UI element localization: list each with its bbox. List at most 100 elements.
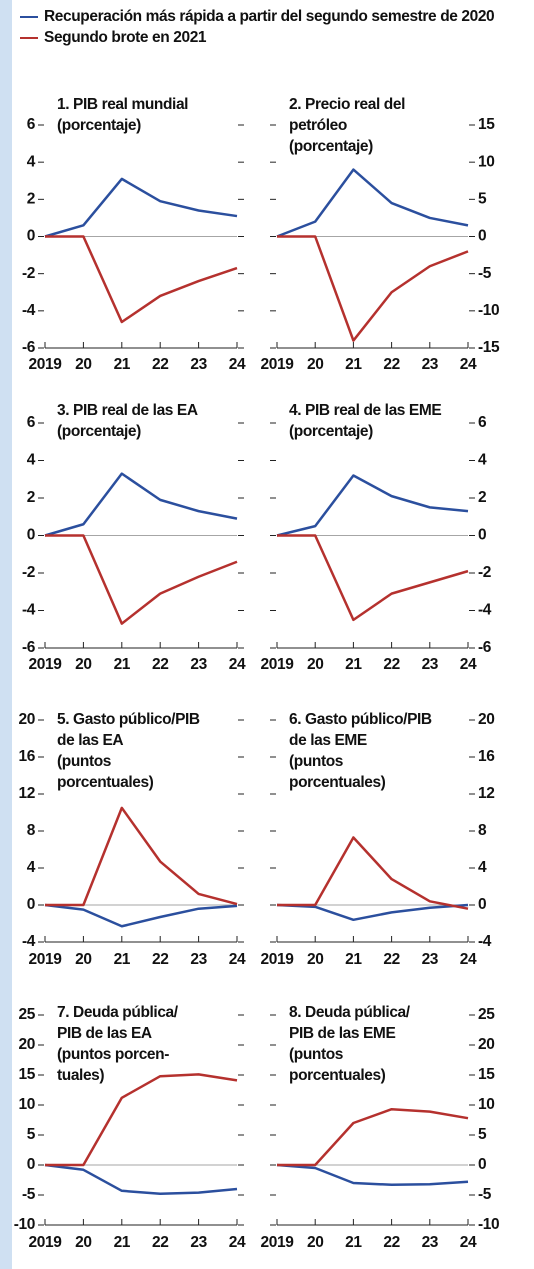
y-tick-label: -5 <box>478 265 492 282</box>
x-tick-label: 23 <box>190 1234 207 1251</box>
y-tick-label: 6 <box>27 116 36 133</box>
x-tick-label: 2019 <box>29 1234 63 1251</box>
y-tick-label: 5 <box>478 1126 487 1143</box>
y-tick-label: 20 <box>478 711 494 728</box>
y-tick-label: -6 <box>22 339 36 356</box>
x-tick-label: 24 <box>460 656 477 673</box>
x-tick-label: 21 <box>345 951 362 968</box>
chart-title: 3. PIB real de las EA <box>57 402 198 419</box>
x-tick-label: 20 <box>307 356 323 373</box>
y-tick-label: 20 <box>19 711 35 728</box>
y-tick-label: -5 <box>22 1186 36 1203</box>
series-line <box>276 474 469 537</box>
y-tick-label: -10 <box>478 1216 499 1233</box>
series-line <box>276 1163 469 1187</box>
legend: Recuperación más rápida a partir del seg… <box>20 6 530 48</box>
x-tick-label: 20 <box>75 656 91 673</box>
y-tick-label: -2 <box>22 564 35 581</box>
x-tick-label: 20 <box>75 356 91 373</box>
y-tick-label: 2 <box>27 190 35 207</box>
y-tick-label: -4 <box>478 933 492 950</box>
x-tick-label: 22 <box>152 1234 168 1251</box>
y-tick-label: 0 <box>27 228 35 245</box>
chart-title: 2. Precio real del <box>289 96 405 113</box>
x-tick-label: 21 <box>345 356 362 373</box>
chart-title: 6. Gasto público/PIB <box>289 711 432 728</box>
x-tick-label: 24 <box>229 356 246 373</box>
chart-title: (porcentaje) <box>289 423 373 440</box>
series-line <box>44 177 238 238</box>
y-tick-label: 16 <box>19 748 36 765</box>
y-tick-label: 5 <box>478 190 487 207</box>
y-tick-label: 0 <box>478 896 486 913</box>
legend-entry: Recuperación más rápida a partir del seg… <box>20 6 530 27</box>
y-tick-label: 16 <box>478 748 495 765</box>
y-tick-label: 15 <box>478 116 495 133</box>
y-tick-label: 0 <box>27 527 35 544</box>
side-strip <box>0 0 12 1269</box>
y-tick-label: -6 <box>478 639 492 656</box>
chart-title: 4. PIB real de las EME <box>289 402 441 419</box>
x-tick-label: 22 <box>383 951 399 968</box>
x-tick-label: 22 <box>152 356 168 373</box>
x-tick-label: 24 <box>460 356 477 373</box>
y-tick-label: -4 <box>478 602 492 619</box>
x-tick-label: 24 <box>460 951 477 968</box>
series-line <box>277 534 469 622</box>
y-tick-label: -6 <box>22 639 36 656</box>
y-tick-label: 25 <box>478 1006 495 1023</box>
x-tick-label: 21 <box>114 951 131 968</box>
legend-swatch <box>20 37 38 39</box>
y-tick-label: 2 <box>478 489 486 506</box>
chart-title: (porcentaje) <box>289 138 373 155</box>
x-tick-label: 2019 <box>261 951 295 968</box>
series-line <box>44 903 238 928</box>
series-line <box>45 534 238 625</box>
series-line <box>277 235 469 342</box>
x-tick-label: 21 <box>345 656 362 673</box>
x-tick-label: 23 <box>190 656 207 673</box>
chart-title: (puntos <box>289 1046 343 1063</box>
series-line <box>45 235 238 324</box>
y-tick-label: 12 <box>19 785 35 802</box>
y-tick-label: 4 <box>27 452 36 469</box>
x-tick-label: 20 <box>307 951 323 968</box>
y-tick-label: 5 <box>27 1126 36 1143</box>
y-tick-label: 4 <box>27 859 36 876</box>
x-tick-label: 22 <box>152 951 168 968</box>
chart-title: (puntos porcen- <box>57 1046 169 1063</box>
chart-title: 1. PIB real mundial <box>57 96 188 113</box>
chart-title: (puntos <box>289 753 343 770</box>
x-tick-label: 20 <box>75 1234 91 1251</box>
y-tick-label: 0 <box>478 1156 486 1173</box>
chart-title: (porcentaje) <box>57 423 141 440</box>
x-tick-label: 23 <box>422 1234 439 1251</box>
series-line <box>44 472 238 537</box>
y-tick-label: -10 <box>478 302 499 319</box>
x-tick-label: 22 <box>152 656 168 673</box>
y-tick-label: 4 <box>478 859 487 876</box>
chart-title: porcentuales) <box>289 774 386 791</box>
chart-title: porcentuales) <box>289 1067 386 1084</box>
x-tick-label: 22 <box>383 656 399 673</box>
x-tick-label: 20 <box>75 951 91 968</box>
x-tick-label: 21 <box>114 356 131 373</box>
y-tick-label: 0 <box>478 228 486 245</box>
chart-title: (puntos <box>57 753 111 770</box>
y-tick-label: -15 <box>478 339 500 356</box>
chart-title: porcentuales) <box>57 774 154 791</box>
y-tick-label: 12 <box>478 785 494 802</box>
y-tick-label: 10 <box>19 1096 35 1113</box>
x-tick-label: 24 <box>229 656 246 673</box>
x-tick-label: 23 <box>190 951 207 968</box>
y-tick-label: 4 <box>27 153 36 170</box>
chart-title: 7. Deuda pública/ <box>57 1004 179 1021</box>
y-tick-label: 20 <box>478 1036 494 1053</box>
y-tick-label: 6 <box>478 414 487 431</box>
chart-title: petróleo <box>289 117 347 134</box>
chart-title: 8. Deuda pública/ <box>289 1004 411 1021</box>
x-tick-label: 23 <box>190 356 207 373</box>
y-tick-label: -5 <box>478 1186 492 1203</box>
chart-title: tuales) <box>57 1067 104 1084</box>
